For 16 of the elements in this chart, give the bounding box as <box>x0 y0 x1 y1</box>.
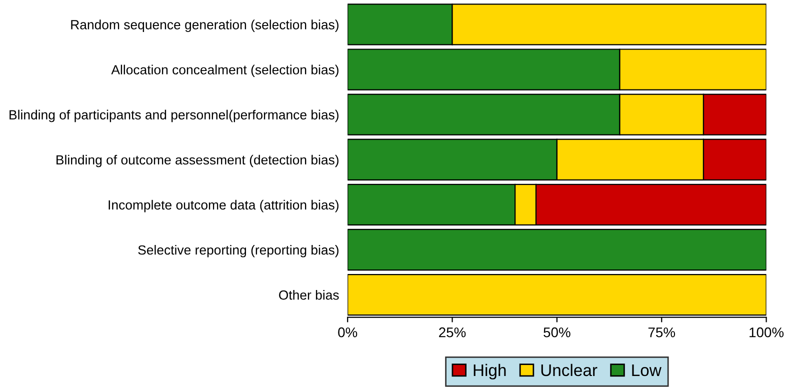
y-tick-label: Incomplete outcome data (attrition bias) <box>108 200 338 212</box>
x-tick-label: 75% <box>648 327 676 338</box>
bar <box>348 228 766 271</box>
legend-label: Unclear <box>541 364 598 376</box>
y-tick-label: Blinding of outcome assessment (detection bias) <box>56 154 338 168</box>
x-tick-label: 25% <box>439 327 466 338</box>
y-tick-label: Random sequence generation (selection bias) <box>71 20 338 32</box>
y-tick-label: Allocation concealment (selection bias) <box>111 64 338 78</box>
x-tick-label: 100% <box>750 327 784 338</box>
y-tick-label: Other bias <box>279 290 339 300</box>
x-tick-label: 50% <box>544 327 570 338</box>
y-tick-label: Selective reporting (reporting bias) <box>138 244 338 258</box>
legend-label: Low <box>632 364 662 376</box>
legend-label: High <box>474 364 506 380</box>
x-tick-label: 0% <box>338 327 358 338</box>
y-tick-label: Blinding of participants and personnel(performance bias) <box>10 110 338 122</box>
